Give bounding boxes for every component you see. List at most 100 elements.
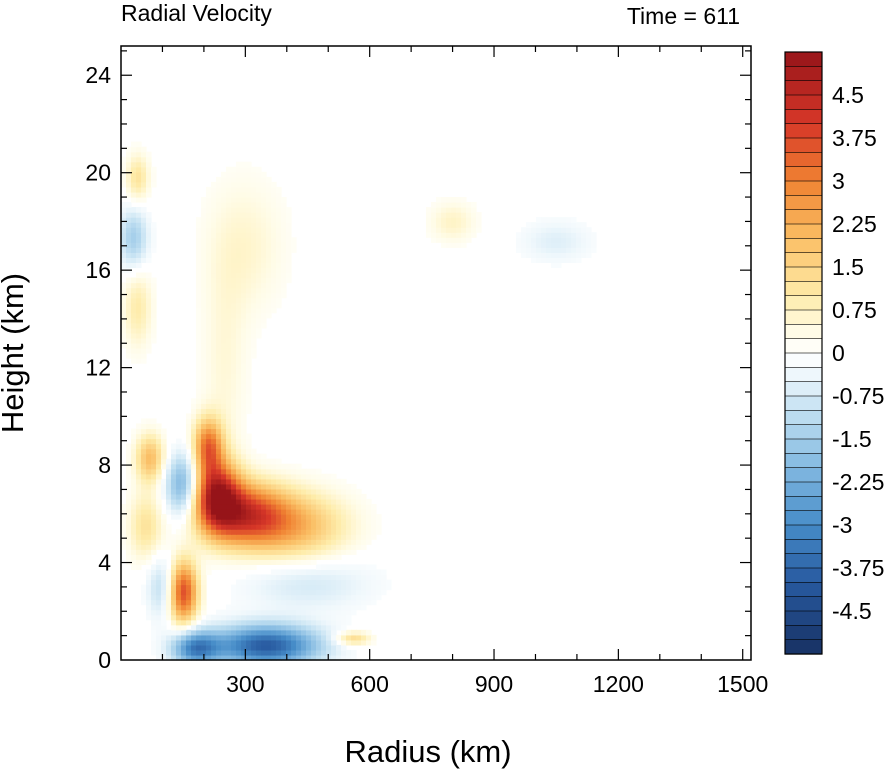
field-cell: [131, 227, 137, 233]
field-cell: [126, 529, 132, 535]
field-cell: [211, 398, 217, 404]
field-cell: [541, 247, 547, 253]
field-cell: [151, 619, 157, 626]
field-cell: [286, 488, 292, 495]
field-cell: [191, 509, 197, 515]
field-cell: [211, 242, 217, 248]
field-cell: [366, 584, 372, 591]
field-cell: [446, 222, 452, 228]
field-cell: [226, 171, 232, 178]
field-cell: [211, 252, 217, 258]
field-cell: [521, 247, 527, 253]
field-cell: [351, 594, 357, 601]
field-cell: [211, 191, 217, 198]
field-cell: [126, 554, 132, 560]
field-cell: [276, 222, 282, 228]
field-cell: [301, 614, 307, 621]
field-cell: [271, 514, 277, 520]
field-cell: [206, 413, 212, 420]
field-cell: [171, 483, 177, 490]
field-cell: [141, 181, 147, 188]
field-cell: [351, 649, 357, 656]
field-cell: [166, 654, 172, 661]
field-cell: [131, 232, 137, 238]
field-cell: [191, 463, 197, 470]
field-cell: [261, 473, 267, 480]
field-cell: [326, 609, 332, 616]
field-cell: [161, 483, 167, 490]
field-cell: [246, 503, 252, 510]
field-cell: [166, 544, 172, 550]
field-cell: [176, 539, 182, 545]
field-cell: [141, 307, 147, 314]
field-cell: [126, 277, 132, 284]
field-cell: [201, 514, 207, 520]
field-cell: [256, 654, 262, 661]
field-cell: [136, 257, 142, 264]
field-cell: [186, 554, 192, 560]
field-cell: [181, 498, 187, 505]
colorbar-box: [784, 596, 823, 612]
field-cell: [246, 277, 252, 284]
field-cell: [271, 297, 277, 304]
field-cell: [216, 514, 222, 520]
field-cell: [136, 212, 142, 218]
field-cell: [226, 196, 232, 203]
field-cell: [216, 564, 222, 571]
field-cell: [186, 463, 192, 470]
field-cell: [216, 503, 222, 510]
field-cell: [316, 594, 322, 601]
field-cell: [201, 463, 207, 470]
field-cell: [346, 534, 352, 540]
field-cell: [141, 151, 147, 158]
field-cell: [201, 353, 207, 359]
field-cell: [306, 493, 312, 500]
field-cell: [371, 569, 377, 576]
field-cell: [231, 287, 237, 294]
field-cell: [211, 267, 217, 274]
field-cell: [121, 503, 127, 510]
field-cell: [156, 453, 162, 460]
field-cell: [146, 217, 152, 223]
field-cell: [276, 287, 282, 294]
field-cell: [356, 488, 362, 495]
field-cell: [341, 509, 347, 515]
field-cell: [251, 217, 257, 223]
field-cell: [286, 524, 292, 530]
field-cell: [286, 478, 292, 485]
field-cell: [201, 267, 207, 274]
field-cell: [226, 624, 232, 631]
field-cell: [241, 498, 247, 505]
field-cell: [131, 549, 137, 555]
field-cell: [576, 227, 582, 233]
field-cell: [211, 649, 217, 656]
field-cell: [141, 317, 147, 324]
field-cell: [136, 478, 142, 485]
field-cell: [126, 247, 132, 253]
field-cell: [196, 368, 202, 374]
field-cell: [251, 202, 257, 208]
field-cell: [146, 312, 152, 319]
field-cell: [161, 629, 167, 636]
field-cell: [526, 237, 532, 243]
field-cell: [236, 634, 242, 641]
field-cell: [331, 488, 337, 495]
field-cell: [216, 488, 222, 495]
field-cell: [281, 514, 287, 520]
field-cell: [271, 463, 277, 470]
field-cell: [221, 287, 227, 294]
field-cell: [441, 227, 447, 233]
field-cell: [186, 604, 192, 611]
field-cell: [206, 373, 212, 379]
field-cell: [146, 498, 152, 505]
field-cell: [136, 433, 142, 440]
field-cell: [206, 186, 212, 193]
field-cell: [336, 564, 342, 571]
field-cell: [336, 634, 342, 641]
field-cell: [251, 347, 257, 354]
field-cell: [236, 262, 242, 269]
field-cell: [266, 493, 272, 500]
field-cell: [141, 428, 147, 435]
field-cell: [231, 297, 237, 304]
field-cell: [331, 604, 337, 611]
